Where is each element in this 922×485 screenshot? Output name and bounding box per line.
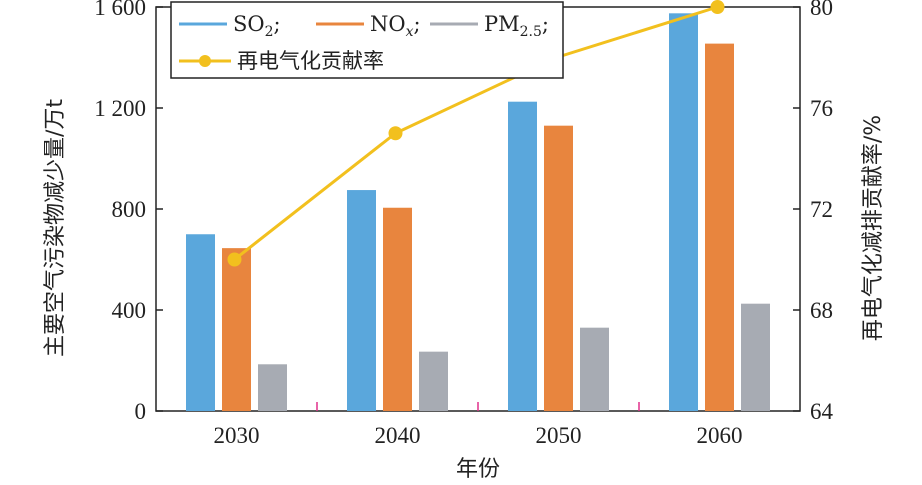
bar-nox-2050 [544, 125, 573, 412]
legend-label-2: PM2.5; [484, 12, 549, 40]
y-left-tick-label: 400 [112, 298, 147, 323]
bars [186, 13, 770, 412]
bar-so2-2050 [508, 101, 537, 411]
legend-label-3: 再电气化贡献率 [237, 49, 384, 73]
y-right-tick-label: 76 [810, 96, 833, 121]
x-tick-label: 2030 [214, 423, 260, 448]
bar-pm25-2060 [741, 303, 770, 411]
x-tick-label: 2040 [375, 423, 421, 448]
x-tick-label: 2050 [536, 423, 582, 448]
ticks: 0 400 800 1 200 1 600 64 68 72 76 80 2030 2040 2050 2… [94, 0, 833, 448]
legend: SO2; NOx; PM2.5; 再电气化贡献率 [170, 1, 564, 79]
bar-nox-2060 [705, 43, 734, 412]
contribution-line [227, 0, 725, 267]
y-left-tick-label: 0 [135, 399, 147, 424]
bar-nox-2040 [383, 207, 412, 411]
y-left-tick-label: 1 200 [94, 96, 146, 121]
contribution-line-path [233, 5, 718, 261]
contribution-point-2030 [227, 252, 242, 267]
contribution-point-2060 [710, 0, 725, 14]
bar-so2-2060 [669, 13, 698, 411]
x-tick-label: 2060 [697, 423, 743, 448]
y-right-tick-label: 80 [810, 0, 833, 20]
legend-box [170, 1, 564, 79]
y-left-tick-label: 800 [112, 197, 147, 222]
y-axis-left-title: 主要空气污染物减少量/万t [43, 99, 68, 357]
y-right-tick-label: 64 [810, 399, 834, 424]
y-axis-right-title: 再电气化减排贡献率/% [861, 115, 886, 341]
bar-so2-2040 [347, 190, 376, 411]
bar-pm25-2030 [258, 364, 287, 411]
bar-nox-2030 [222, 248, 251, 411]
bar-pm25-2040 [419, 351, 448, 411]
y-right-tick-label: 72 [810, 197, 833, 222]
x-axis-title: 年份 [456, 457, 500, 482]
bar-pm25-2050 [580, 327, 609, 411]
bar-so2-2030 [186, 234, 215, 411]
y-right-tick-label: 68 [810, 298, 833, 323]
legend-label-0: SO2; [233, 12, 281, 40]
y-left-tick-label: 1 600 [94, 0, 146, 20]
contribution-point-2040 [388, 126, 403, 141]
legend-marker [199, 55, 211, 67]
legend-label-1: NOx; [370, 12, 421, 40]
